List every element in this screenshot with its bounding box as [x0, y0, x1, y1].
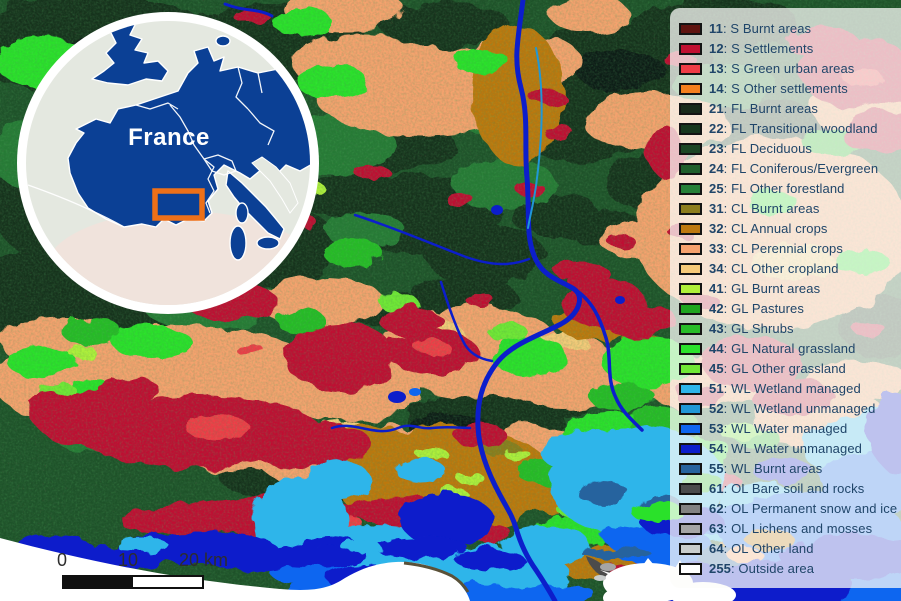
- legend-label: 61: OL Bare soil and rocks: [709, 481, 865, 496]
- legend-swatch: [679, 23, 702, 35]
- legend-label: 43: GL Shrubs: [709, 321, 794, 336]
- legend-swatch: [679, 523, 702, 535]
- legend-item: 32: CL Annual crops: [679, 219, 901, 239]
- legend-swatch: [679, 503, 702, 515]
- legend-label: 12: S Settlements: [709, 41, 814, 56]
- legend-item: 22: FL Transitional woodland: [679, 119, 901, 139]
- legend-swatch: [679, 103, 702, 115]
- legend-item: 62: OL Permanent snow and ice: [679, 499, 901, 519]
- legend-swatch: [679, 463, 702, 475]
- legend-swatch: [679, 83, 702, 95]
- legend-label: 62: OL Permanent snow and ice: [709, 501, 898, 516]
- legend-swatch: [679, 143, 702, 155]
- legend-item: 41: GL Burnt areas: [679, 279, 901, 299]
- legend-label: 63: OL Lichens and mosses: [709, 521, 873, 536]
- scale-bar-track: [62, 575, 204, 589]
- legend-label: 64: OL Other land: [709, 541, 814, 556]
- legend-item: 11: S Burnt areas: [679, 19, 901, 39]
- legend-item: 21: FL Burnt areas: [679, 99, 901, 119]
- scale-bar-fill: [64, 577, 133, 587]
- legend-item: 34: CL Other cropland: [679, 259, 901, 279]
- legend-swatch: [679, 323, 702, 335]
- legend-item: 55: WL Burnt areas: [679, 459, 901, 479]
- legend-item: 43: GL Shrubs: [679, 319, 901, 339]
- legend-item: 44: GL Natural grassland: [679, 339, 901, 359]
- legend-label: 44: GL Natural grassland: [709, 341, 856, 356]
- legend-swatch: [679, 243, 702, 255]
- legend-item: 25: FL Other forestland: [679, 179, 901, 199]
- legend-item: 14: S Other settlements: [679, 79, 901, 99]
- legend-label: 33: CL Perennial crops: [709, 241, 843, 256]
- legend-label: 52: WL Wetland unmanaged: [709, 401, 876, 416]
- study-area-marker: [152, 188, 205, 221]
- legend-swatch: [679, 443, 702, 455]
- legend-label: 54: WL Water unmanaged: [709, 441, 862, 456]
- legend-panel: 11: S Burnt areas 12: S Settlements 13: S …: [670, 8, 901, 588]
- legend-item: 33: CL Perennial crops: [679, 239, 901, 259]
- scale-tick-20km: 20 km: [179, 550, 229, 570]
- legend-label: 24: FL Coniferous/Evergreen: [709, 161, 879, 176]
- scale-bar: 0 10 20 km: [57, 550, 242, 589]
- legend-label: 25: FL Other forestland: [709, 181, 845, 196]
- legend-swatch: [679, 343, 702, 355]
- legend-item: 54: WL Water unmanaged: [679, 439, 901, 459]
- legend-item: 31: CL Burnt areas: [679, 199, 901, 219]
- legend-swatch: [679, 43, 702, 55]
- legend-label: 21: FL Burnt areas: [709, 101, 818, 116]
- legend-item: 255: Outside area: [679, 559, 901, 579]
- legend-item: 61: OL Bare soil and rocks: [679, 479, 901, 499]
- legend-label: 51: WL Wetland managed: [709, 381, 861, 396]
- legend-swatch: [679, 263, 702, 275]
- legend-swatch: [679, 363, 702, 375]
- legend-item: 45: GL Other grassland: [679, 359, 901, 379]
- legend-swatch: [679, 123, 702, 135]
- legend-swatch: [679, 403, 702, 415]
- legend-swatch: [679, 383, 702, 395]
- legend-swatch: [679, 423, 702, 435]
- legend-label: 32: CL Annual crops: [709, 221, 828, 236]
- legend-swatch: [679, 303, 702, 315]
- scale-tick-0: 0: [57, 550, 68, 570]
- legend-label: 53: WL Water managed: [709, 421, 848, 436]
- legend-item: 63: OL Lichens and mosses: [679, 519, 901, 539]
- legend-swatch: [679, 183, 702, 195]
- inset-country-label: France: [128, 124, 210, 151]
- legend-label: 14: S Other settlements: [709, 81, 848, 96]
- legend-label: 42: GL Pastures: [709, 301, 804, 316]
- scale-bar-labels: 0 10 20 km: [57, 550, 242, 573]
- legend-label: 255: Outside area: [709, 561, 815, 576]
- legend-items: 11: S Burnt areas 12: S Settlements 13: S …: [679, 19, 901, 579]
- scale-tick-10: 10: [118, 550, 139, 570]
- legend-label: 31: CL Burnt areas: [709, 201, 820, 216]
- legend-swatch: [679, 563, 702, 575]
- legend-item: 53: WL Water managed: [679, 419, 901, 439]
- legend-swatch: [679, 283, 702, 295]
- legend-label: 11: S Burnt areas: [709, 21, 812, 36]
- legend-label: 13: S Green urban areas: [709, 61, 855, 76]
- legend-item: 12: S Settlements: [679, 39, 901, 59]
- legend-label: 45: GL Other grassland: [709, 361, 846, 376]
- legend-item: 24: FL Coniferous/Evergreen: [679, 159, 901, 179]
- legend-swatch: [679, 163, 702, 175]
- legend-label: 41: GL Burnt areas: [709, 281, 821, 296]
- legend-swatch: [679, 203, 702, 215]
- legend-item: 23: FL Deciduous: [679, 139, 901, 159]
- legend-item: 13: S Green urban areas: [679, 59, 901, 79]
- legend-swatch: [679, 483, 702, 495]
- inset-locator-map: France: [16, 11, 320, 315]
- legend-item: 51: WL Wetland managed: [679, 379, 901, 399]
- legend-swatch: [679, 223, 702, 235]
- legend-item: 42: GL Pastures: [679, 299, 901, 319]
- legend-label: 22: FL Transitional woodland: [709, 121, 878, 136]
- legend-label: 23: FL Deciduous: [709, 141, 813, 156]
- legend-swatch: [679, 63, 702, 75]
- legend-swatch: [679, 543, 702, 555]
- legend-label: 34: CL Other cropland: [709, 261, 839, 276]
- legend-item: 64: OL Other land: [679, 539, 901, 559]
- legend-label: 55: WL Burnt areas: [709, 461, 823, 476]
- legend-item: 52: WL Wetland unmanaged: [679, 399, 901, 419]
